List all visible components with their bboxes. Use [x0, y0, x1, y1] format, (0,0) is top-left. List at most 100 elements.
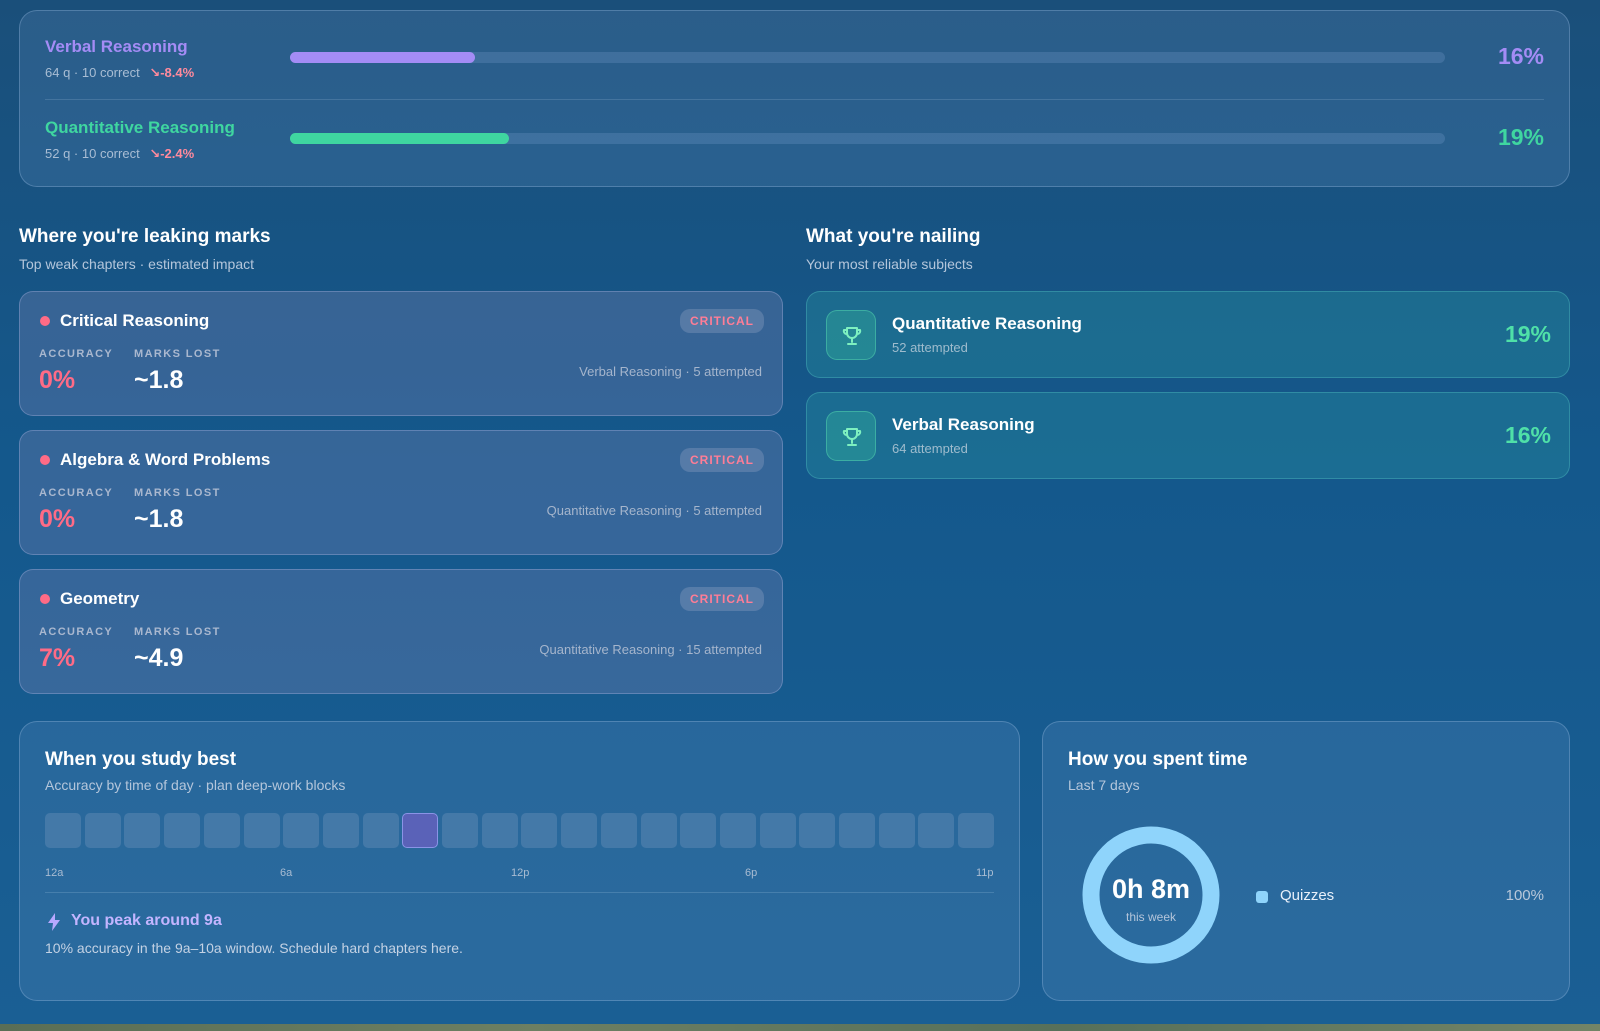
accuracy-label: ACCURACY [39, 487, 114, 499]
trend-value: -8.4% [160, 65, 195, 80]
legend-swatch [1256, 891, 1268, 903]
hour-cell[interactable] [362, 813, 399, 848]
weak-chapter-card[interactable]: Algebra & Word Problems CRITICAL ACCURAC… [19, 430, 783, 555]
subject-correct: 10 correct [81, 65, 140, 80]
hour-label: 6a [280, 867, 293, 879]
hour-label: 12p [511, 867, 530, 879]
time-spent-title: How you spent time [1068, 749, 1248, 770]
hour-cell[interactable] [918, 813, 955, 848]
hour-cell[interactable] [283, 813, 320, 848]
time-donut-chart [1082, 826, 1220, 964]
background-ground [0, 1024, 1600, 1031]
hour-cell[interactable] [243, 813, 280, 848]
study-best-title: When you study best [45, 749, 237, 770]
subject-name: Verbal Reasoning [45, 37, 188, 56]
status-dot [40, 455, 50, 465]
hour-cell[interactable] [521, 813, 558, 848]
hour-cell[interactable] [640, 813, 677, 848]
hour-cell[interactable] [958, 813, 995, 848]
hour-cell[interactable] [561, 813, 598, 848]
strong-section-title: What you're nailing [806, 226, 981, 247]
hour-label: 11p [976, 867, 994, 879]
hour-cell[interactable] [84, 813, 121, 848]
peak-title: You peak around 9a [71, 912, 222, 929]
marks-lost-label: MARKS LOST [134, 487, 221, 499]
status-dot [40, 594, 50, 604]
hour-cell[interactable] [45, 813, 81, 848]
subject-questions: 52 q [45, 146, 71, 161]
critical-badge: CRITICAL [680, 587, 764, 611]
hour-cell[interactable] [839, 813, 875, 848]
trophy-icon [826, 411, 876, 461]
hour-cell[interactable] [322, 813, 359, 848]
accuracy-value: 7% [39, 644, 76, 672]
subject-percent: 16% [1497, 43, 1544, 69]
status-dot [40, 316, 50, 326]
marks-lost-value: ~1.8 [134, 505, 184, 533]
progress-track [290, 133, 1445, 144]
progress-track [290, 52, 1445, 63]
hour-cell[interactable] [124, 813, 161, 848]
chapter-name: Geometry [60, 589, 140, 608]
subject-percent: 19% [1497, 124, 1544, 150]
divider [45, 99, 1544, 100]
strong-subject-card[interactable]: Quantitative Reasoning 52 attempted 19% [806, 291, 1570, 378]
weak-chapter-card[interactable]: Geometry CRITICAL ACCURACY MARKS LOST 7%… [19, 569, 783, 694]
weak-chapter-card[interactable]: Critical Reasoning CRITICAL ACCURACY MAR… [19, 291, 783, 416]
hour-cell-peak[interactable] [402, 813, 439, 848]
trend-down-badge: ↘-2.4% [149, 146, 194, 161]
marks-lost-label: MARKS LOST [134, 626, 221, 638]
trend-value: -2.4% [160, 146, 195, 161]
critical-badge: CRITICAL [680, 309, 764, 333]
progress-fill [290, 52, 475, 63]
hour-label: 6p [745, 867, 758, 879]
subject-correct: 10 correct [81, 146, 140, 161]
hour-cell[interactable] [719, 813, 756, 848]
weak-section-title: Where you're leaking marks [19, 226, 271, 247]
hour-cell[interactable] [680, 813, 717, 848]
subject-progress-card: Verbal Reasoning 64 q · 10 correct ↘-8.4… [19, 10, 1570, 187]
hour-cell[interactable] [442, 813, 478, 848]
strong-section-subtitle: Your most reliable subjects [806, 256, 973, 272]
hour-cell[interactable] [600, 813, 637, 848]
trend-down-icon: ↘ [149, 146, 161, 161]
donut-caption: this week [1125, 910, 1177, 924]
accuracy-value: 0% [39, 366, 76, 394]
trend-down-badge: ↘-8.4% [149, 65, 194, 80]
subject-name: Quantitative Reasoning [45, 118, 235, 137]
time-spent-subtitle: Last 7 days [1068, 777, 1140, 793]
subject-row-verbal[interactable]: Verbal Reasoning 64 q · 10 correct ↘-8.4… [45, 31, 1544, 93]
critical-badge: CRITICAL [680, 448, 764, 472]
strong-subject-meta: 64 attempted [892, 441, 968, 456]
strong-subject-card[interactable]: Verbal Reasoning 64 attempted 16% [806, 392, 1570, 479]
hour-label: 12a [45, 867, 64, 879]
donut-total: 0h 8m [1111, 874, 1191, 904]
trophy-icon [826, 310, 876, 360]
hour-cell[interactable] [878, 813, 915, 848]
strong-subject-meta: 52 attempted [892, 340, 968, 355]
accuracy-label: ACCURACY [39, 348, 114, 360]
chapter-meta: Quantitative Reasoning · 5 attempted [546, 503, 762, 518]
donut-segment-quizzes [1082, 826, 1220, 964]
legend-label: Quizzes [1280, 887, 1335, 904]
marks-lost-value: ~1.8 [134, 366, 184, 394]
chapter-name: Critical Reasoning [60, 311, 210, 330]
weak-section-subtitle: Top weak chapters · estimated impact [19, 256, 254, 272]
subject-meta: 64 q · 10 correct ↘-8.4% [45, 65, 195, 80]
hour-cell[interactable] [481, 813, 518, 848]
hour-cell[interactable] [164, 813, 201, 848]
chapter-name: Algebra & Word Problems [60, 450, 271, 469]
hour-cell[interactable] [799, 813, 836, 848]
subject-row-quant[interactable]: Quantitative Reasoning 52 q · 10 correct… [45, 112, 1544, 174]
marks-lost-value: ~4.9 [134, 644, 184, 672]
hour-cell[interactable] [203, 813, 240, 848]
study-best-card: When you study best Accuracy by time of … [19, 721, 1020, 1001]
study-best-subtitle: Accuracy by time of day · plan deep-work… [45, 777, 346, 793]
strong-subject-name: Verbal Reasoning [892, 415, 1035, 434]
trend-down-icon: ↘ [149, 65, 161, 80]
subject-meta: 52 q · 10 correct ↘-2.4% [45, 146, 195, 161]
legend-percent: 100% [1505, 887, 1544, 904]
strong-subject-name: Quantitative Reasoning [892, 314, 1082, 333]
hour-cell[interactable] [759, 813, 796, 848]
chapter-meta: Verbal Reasoning · 5 attempted [579, 364, 762, 379]
